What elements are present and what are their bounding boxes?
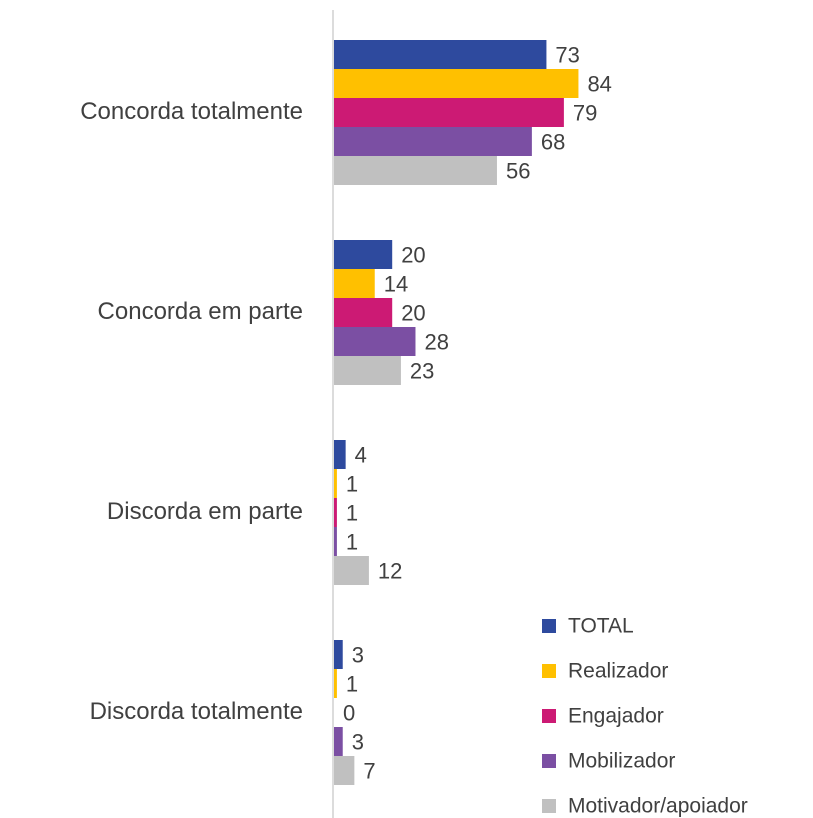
category-label: Discorda totalmente	[90, 698, 303, 725]
bar	[334, 40, 547, 69]
bar	[334, 556, 369, 585]
value-label: 20	[401, 300, 425, 325]
bar	[334, 327, 416, 356]
value-label: 7	[363, 758, 375, 783]
bar	[334, 156, 497, 185]
bar	[334, 527, 337, 556]
legend-swatch	[542, 664, 556, 678]
bar	[334, 756, 355, 785]
bar	[334, 498, 337, 527]
value-label: 1	[346, 471, 358, 496]
value-label: 20	[401, 242, 425, 267]
value-label: 79	[573, 100, 597, 125]
legend-swatch	[542, 754, 556, 768]
value-label: 56	[506, 158, 530, 183]
value-label: 3	[352, 729, 364, 754]
value-label: 68	[541, 129, 565, 154]
category-label: Concorda totalmente	[80, 98, 303, 125]
bar	[334, 240, 393, 269]
bar	[334, 69, 579, 98]
legend-label: TOTAL	[568, 615, 634, 638]
value-label: 73	[555, 42, 579, 67]
legend-swatch	[542, 619, 556, 633]
value-label: 1	[346, 529, 358, 554]
legend-label: Mobilizador	[568, 750, 675, 773]
bar	[334, 727, 343, 756]
value-label: 84	[587, 71, 611, 96]
bar	[334, 298, 393, 327]
legend-label: Engajador	[568, 705, 664, 728]
bar	[334, 469, 337, 498]
legend-label: Motivador/apoiador	[568, 795, 748, 818]
value-label: 1	[346, 500, 358, 525]
bar	[334, 269, 375, 298]
legend-swatch	[542, 709, 556, 723]
value-label: 14	[384, 271, 408, 296]
value-label: 0	[343, 700, 355, 725]
value-label: 1	[346, 671, 358, 696]
category-label: Concorda em parte	[98, 298, 303, 325]
bar	[334, 440, 346, 469]
bar	[334, 127, 532, 156]
bar	[334, 98, 564, 127]
bar	[334, 356, 401, 385]
category-label: Discorda em parte	[107, 498, 303, 525]
value-label: 4	[355, 442, 367, 467]
bar	[334, 669, 337, 698]
bar	[334, 640, 343, 669]
legend-swatch	[542, 799, 556, 813]
value-label: 12	[378, 558, 402, 583]
value-label: 28	[424, 329, 448, 354]
value-label: 23	[410, 358, 434, 383]
value-label: 3	[352, 642, 364, 667]
legend-label: Realizador	[568, 660, 668, 683]
